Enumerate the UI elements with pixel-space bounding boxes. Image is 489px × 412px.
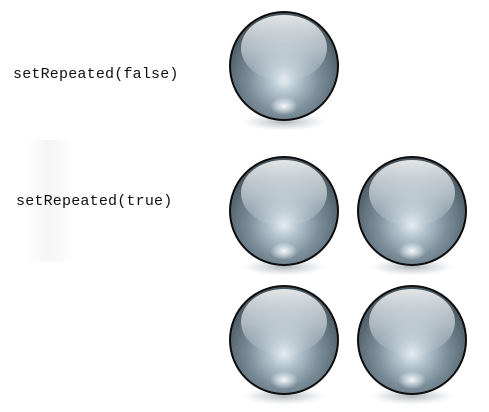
orb-repeated-top-left-icon xyxy=(228,155,340,283)
set-repeated-true-label: setRepeated(true) xyxy=(16,193,173,210)
orb-repeated-top-right-icon xyxy=(356,155,468,283)
orb-single-icon xyxy=(228,10,340,138)
orb-repeated-bottom-right-icon xyxy=(356,284,468,412)
background-faint-panel xyxy=(26,140,74,262)
set-repeated-false-label: setRepeated(false) xyxy=(13,66,179,83)
orb-repeated-bottom-left-icon xyxy=(228,284,340,412)
